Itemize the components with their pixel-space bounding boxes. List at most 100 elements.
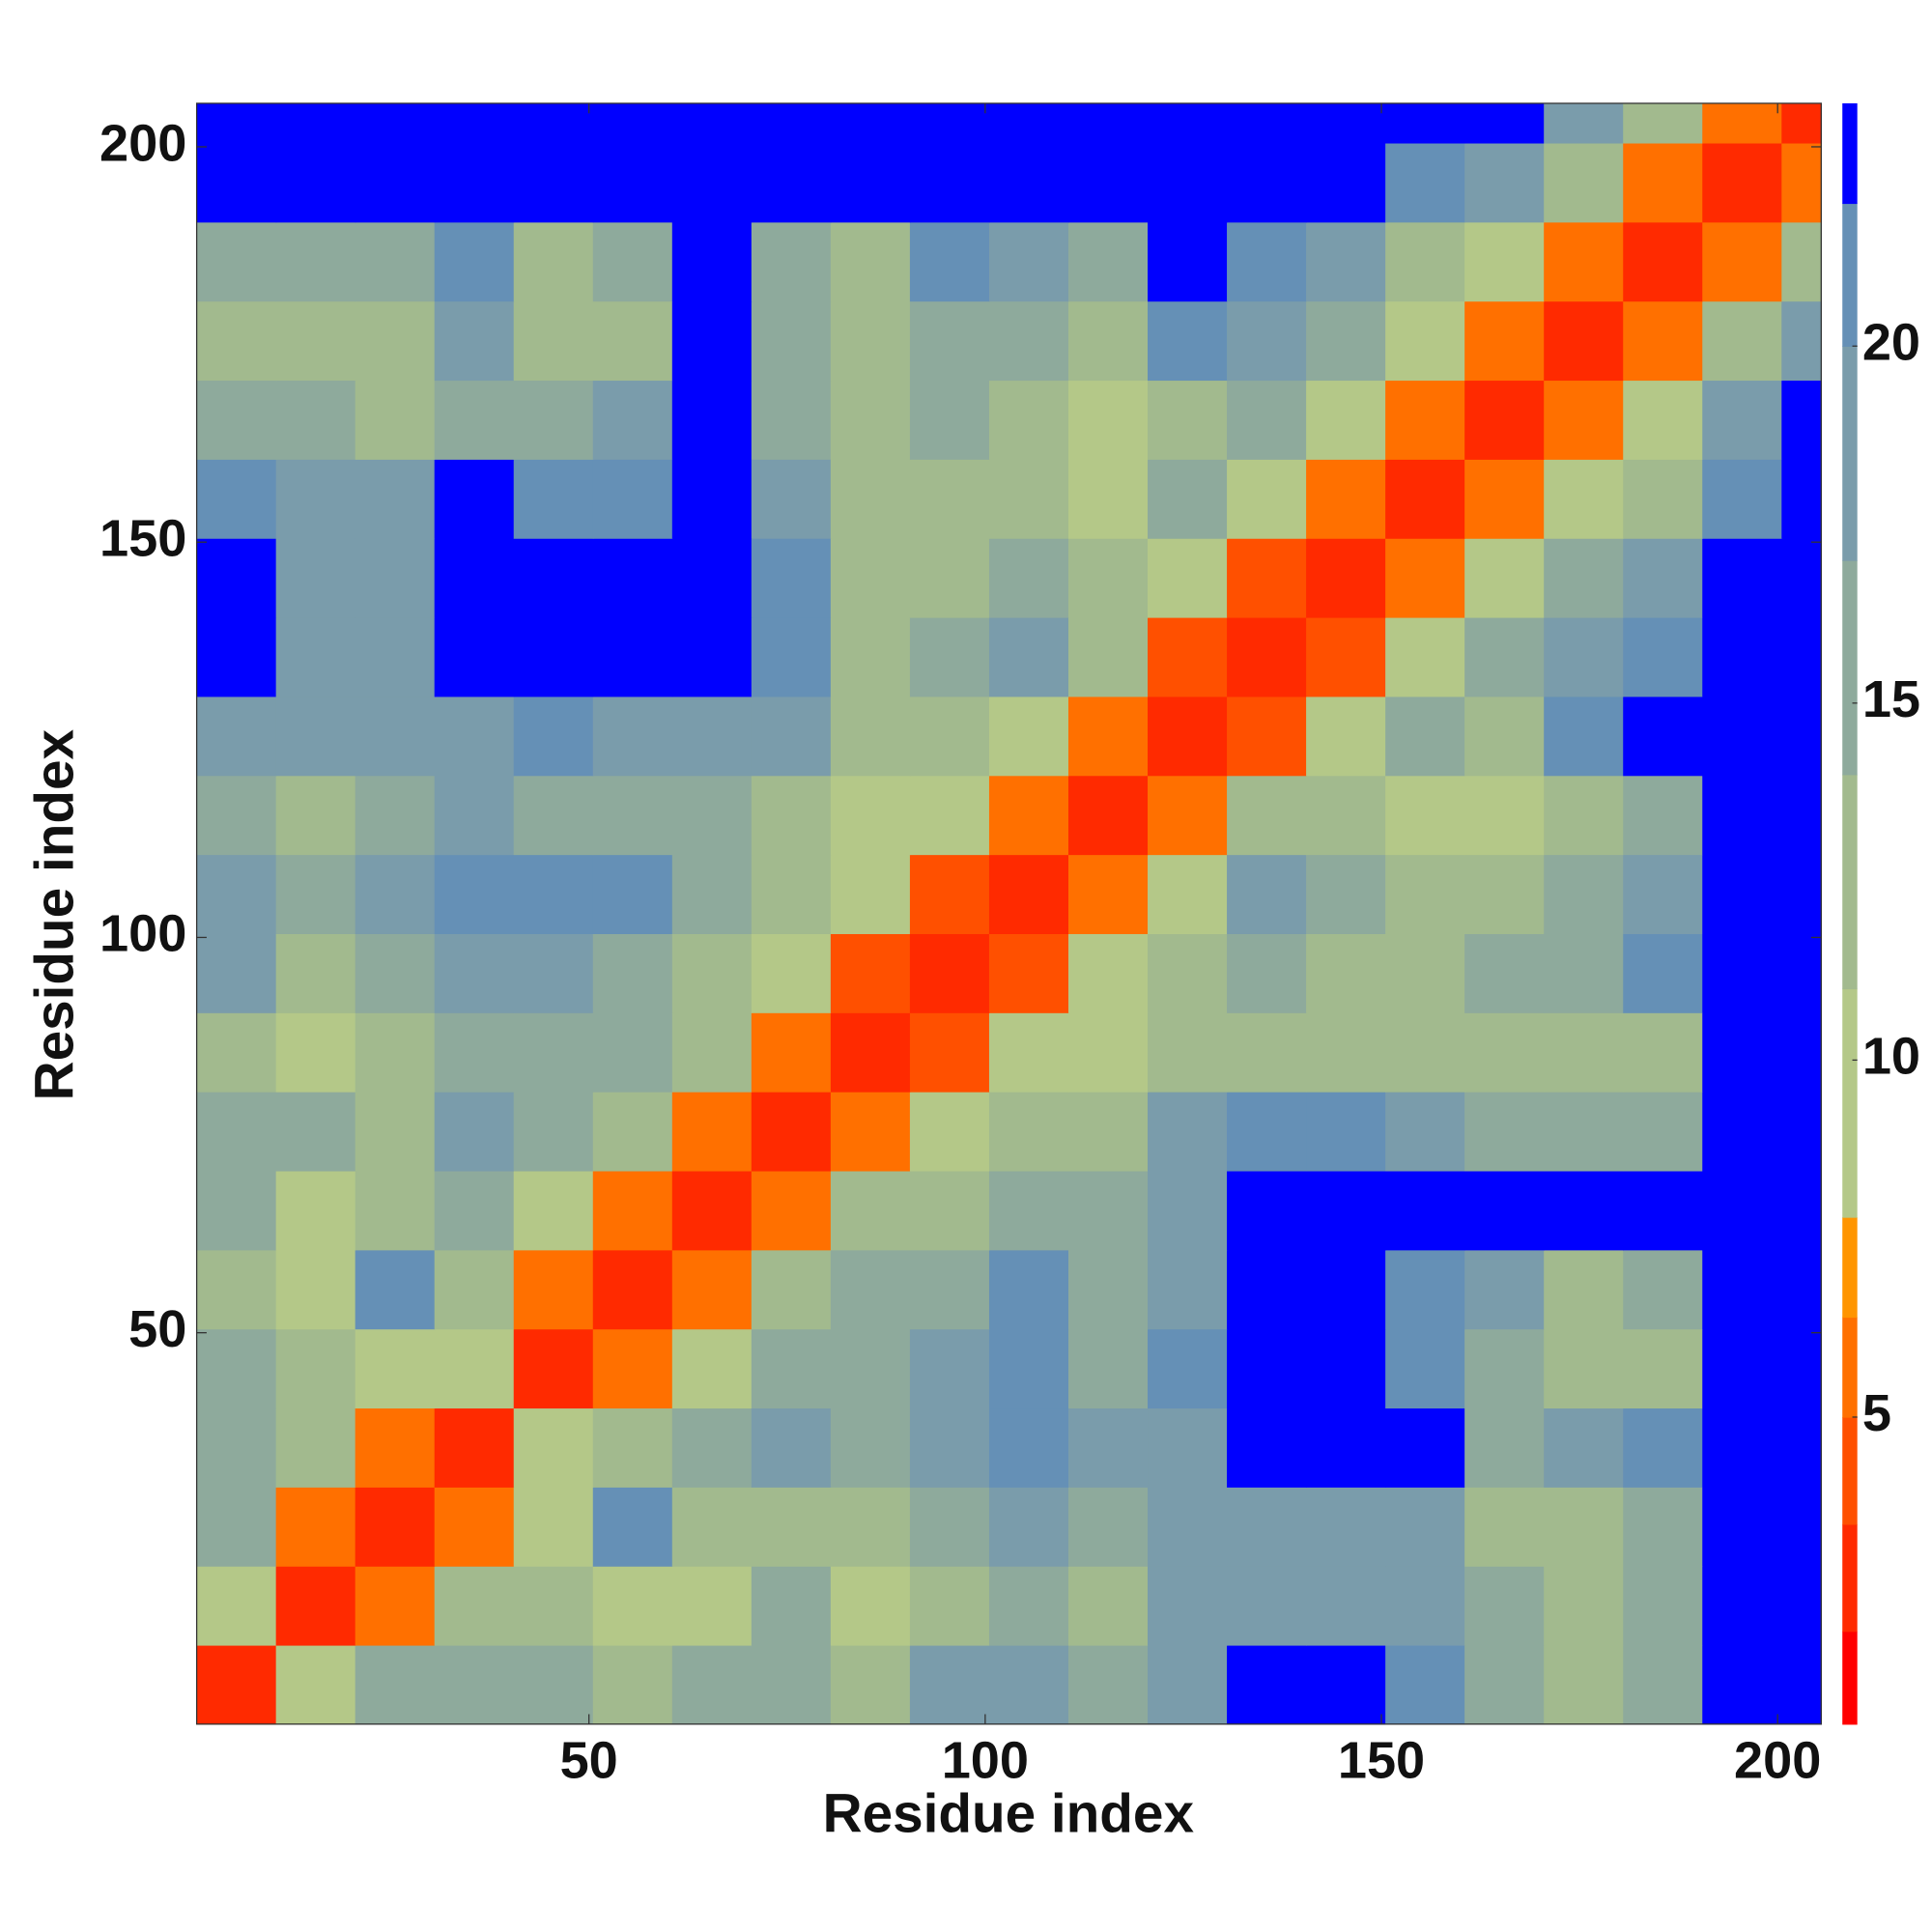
heatmap-cell	[513, 538, 594, 618]
heatmap-cell	[1385, 221, 1465, 302]
heatmap-cell	[275, 1012, 356, 1093]
heatmap-cell	[355, 1644, 436, 1725]
heatmap-cell	[1464, 102, 1545, 144]
heatmap-cell	[1067, 1407, 1149, 1488]
heatmap-cell	[751, 1012, 832, 1093]
heatmap-cell	[909, 1012, 990, 1093]
heatmap-cell	[513, 696, 594, 777]
heatmap-cell	[909, 775, 990, 856]
heatmap-cell	[1385, 1092, 1465, 1172]
heatmap-cell	[671, 1092, 753, 1172]
heatmap-cell	[1702, 616, 1782, 697]
heatmap-cell	[434, 142, 515, 223]
heatmap-cell	[1306, 1012, 1386, 1093]
heatmap-cell	[275, 142, 356, 223]
heatmap-cell	[196, 933, 277, 1013]
heatmap-cell	[909, 142, 990, 223]
heatmap-cell	[1464, 1012, 1545, 1093]
heatmap-cell	[1464, 142, 1545, 223]
heatmap-cell	[1623, 1644, 1703, 1725]
heatmap-cell	[830, 933, 911, 1013]
heatmap-cell	[355, 1249, 436, 1330]
heatmap-cell	[1067, 1012, 1149, 1093]
x-tick-label: 200	[1734, 1731, 1821, 1789]
heatmap-cell	[830, 380, 911, 460]
heatmap-cell	[1385, 459, 1465, 539]
heatmap-cells	[196, 102, 1822, 1725]
colorbar-band	[1842, 774, 1858, 990]
heatmap-cell	[275, 1644, 356, 1725]
heatmap-cell	[1227, 1170, 1307, 1251]
heatmap-cell	[1781, 1328, 1822, 1409]
heatmap-cell	[671, 538, 753, 618]
heatmap-cell	[434, 1328, 515, 1409]
heatmap-cell	[1623, 1487, 1703, 1567]
heatmap-cell	[751, 616, 832, 697]
heatmap-cell	[1067, 1170, 1149, 1251]
colorbar-band	[1842, 102, 1858, 205]
heatmap-cell	[434, 459, 515, 539]
heatmap-cell	[1385, 538, 1465, 618]
heatmap-cell	[1544, 1249, 1624, 1330]
heatmap-cell	[830, 854, 911, 934]
heatmap-cell	[1623, 459, 1703, 539]
heatmap-cell	[592, 1249, 673, 1330]
heatmap-cell	[196, 1644, 277, 1725]
heatmap-cell	[1306, 221, 1386, 302]
heatmap-cell	[671, 1644, 753, 1725]
heatmap-cell	[1781, 142, 1822, 223]
heatmap-cell	[592, 1328, 673, 1409]
heatmap-cell	[751, 459, 832, 539]
heatmap-cell	[1781, 1487, 1822, 1567]
heatmap-cell	[1464, 696, 1545, 777]
heatmap-cell	[196, 1487, 277, 1567]
heatmap-cell	[1306, 102, 1386, 144]
heatmap-cell	[830, 616, 911, 697]
heatmap-cell	[1781, 538, 1822, 618]
heatmap-cell	[1781, 221, 1822, 302]
heatmap-cell	[1067, 221, 1149, 302]
heatmap-cell	[1464, 933, 1545, 1013]
heatmap-cell	[196, 1566, 277, 1646]
heatmap-cell	[513, 933, 594, 1013]
heatmap-cell	[1148, 775, 1228, 856]
heatmap-cell	[1464, 616, 1545, 697]
heatmap-cell	[434, 1487, 515, 1567]
heatmap-cell	[275, 1170, 356, 1251]
colorbar-tick-label: 5	[1862, 1384, 1891, 1442]
heatmap-cell	[592, 1092, 673, 1172]
heatmap-cell	[513, 1644, 594, 1725]
heatmap-cell	[196, 854, 277, 934]
plot-frame	[195, 102, 1822, 1725]
heatmap-cell	[196, 1328, 277, 1409]
heatmap-cell	[275, 1092, 356, 1172]
heatmap-cell	[909, 221, 990, 302]
heatmap-cell	[988, 854, 1069, 934]
heatmap-cell	[671, 221, 753, 302]
colorbar-band	[1842, 988, 1858, 1218]
heatmap-cell	[1067, 696, 1149, 777]
heatmap-cell	[1385, 1487, 1465, 1567]
heatmap-cell	[1227, 1328, 1307, 1409]
heatmap-cell	[355, 538, 436, 618]
heatmap-cell	[671, 142, 753, 223]
heatmap-cell	[592, 102, 673, 144]
heatmap-cell	[671, 459, 753, 539]
heatmap-cell	[671, 1328, 753, 1409]
heatmap-cell	[1464, 1644, 1545, 1725]
heatmap-cell	[355, 221, 436, 302]
heatmap-cell	[196, 380, 277, 460]
heatmap-cell	[909, 1328, 990, 1409]
heatmap-cell	[1227, 300, 1307, 382]
heatmap-cell	[1306, 459, 1386, 539]
heatmap-cell	[513, 221, 594, 302]
heatmap-cell	[909, 380, 990, 460]
heatmap-cell	[1781, 775, 1822, 856]
heatmap-cell	[1781, 1092, 1822, 1172]
heatmap-cell	[1544, 459, 1624, 539]
heatmap-cell	[751, 300, 832, 382]
heatmap-cell	[1227, 1644, 1307, 1725]
heatmap-cell	[592, 1407, 673, 1488]
heatmap-cell	[592, 775, 673, 856]
heatmap-cell	[434, 380, 515, 460]
